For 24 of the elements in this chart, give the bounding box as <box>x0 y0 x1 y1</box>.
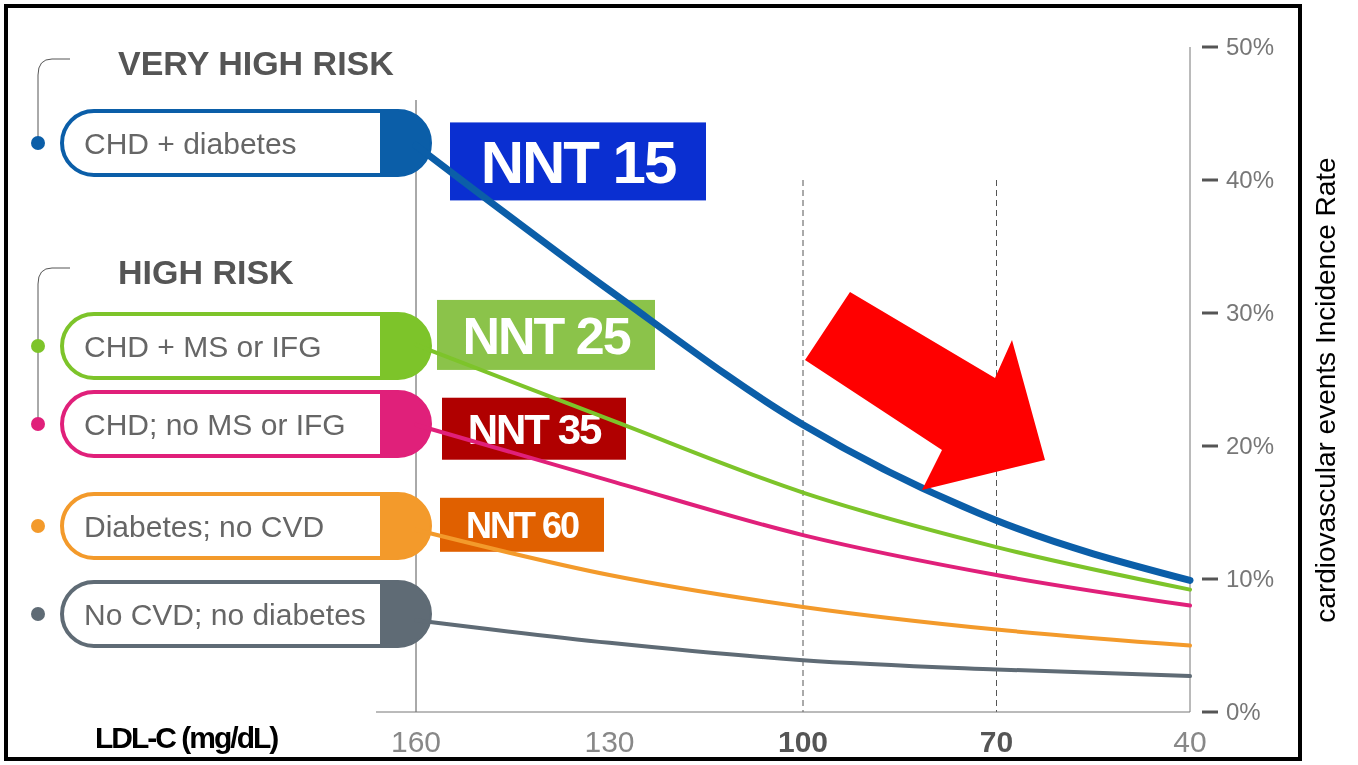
annotation: NNT 25 <box>462 306 631 365</box>
text: VERY HIGH RISK <box>118 44 395 82</box>
legend-label: No CVD; no diabetes <box>84 598 366 631</box>
legend-label: CHD + diabetes <box>84 127 297 160</box>
annotation: NNT 60 <box>465 504 579 546</box>
y-tick-label: 0% <box>1226 698 1261 725</box>
x-tick-label: 160 <box>390 725 442 758</box>
text: HIGH RISK <box>118 253 295 291</box>
y-tick-label: 10% <box>1226 565 1275 592</box>
legend-label: CHD; no MS or IFG <box>84 408 346 441</box>
x-tick-label: 100 <box>777 725 829 758</box>
legend-label: Diabetes; no CVD <box>84 510 325 543</box>
x-tick-label: 40 <box>1173 725 1207 758</box>
y-tick-label: 40% <box>1226 166 1275 193</box>
y-axis-title: cardiovascular events Incidence Rate <box>1310 157 1341 623</box>
annotation: NNT 35 <box>467 405 602 453</box>
y-tick-label: 20% <box>1226 432 1275 459</box>
x-tick-label: 70 <box>979 725 1014 758</box>
x-tick-label: 130 <box>584 725 635 758</box>
legend-label: CHD + MS or IFG <box>84 330 322 363</box>
x-axis-title: LDL-C (mg/dL) <box>95 721 279 754</box>
y-tick-label: 50% <box>1226 33 1275 60</box>
y-tick-label: 30% <box>1226 299 1275 326</box>
annotation: NNT 15 <box>480 129 676 197</box>
